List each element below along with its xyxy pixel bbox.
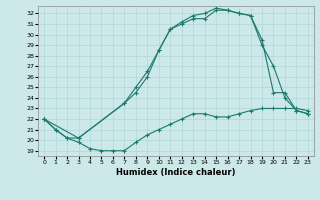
X-axis label: Humidex (Indice chaleur): Humidex (Indice chaleur) bbox=[116, 168, 236, 177]
